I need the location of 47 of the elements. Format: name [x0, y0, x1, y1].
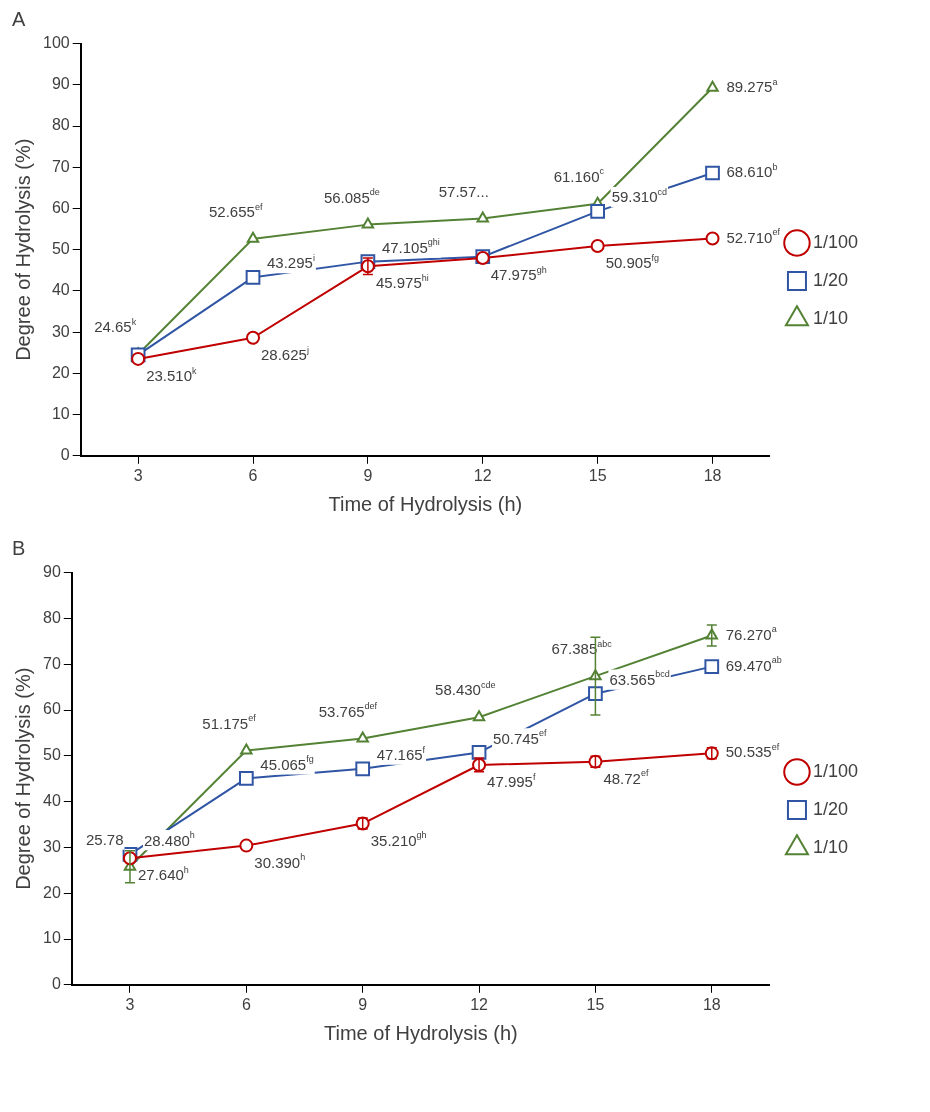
y-tick-label: 50 — [43, 746, 61, 764]
legend-label: 1/10 — [812, 836, 848, 857]
chart-title: A — [12, 8, 27, 31]
legend-label: 1/100 — [812, 760, 858, 781]
legend-label: 1/20 — [812, 269, 848, 290]
y-tick-label: 10 — [43, 929, 61, 947]
x-axis-title: Time of Hydrolysis (h) — [324, 1021, 518, 1044]
y-tick-label: 60 — [43, 700, 61, 718]
y-tick-label: 80 — [51, 116, 70, 134]
x-tick-label: 18 — [702, 995, 721, 1013]
x-tick-label: 9 — [363, 466, 373, 484]
y-tick-label: 0 — [60, 446, 70, 464]
x-tick-label: 3 — [125, 995, 135, 1013]
y-tick-label: 40 — [51, 281, 70, 299]
legend-label: 1/100 — [812, 231, 858, 252]
chart-title: B — [12, 537, 27, 560]
legend-label: 1/10 — [812, 307, 848, 328]
x-tick-label: 18 — [703, 466, 722, 484]
x-tick-label: 15 — [586, 995, 605, 1013]
y-tick-label: 70 — [51, 157, 70, 175]
x-axis-title: Time of Hydrolysis (h) — [328, 492, 523, 515]
y-tick-label: 100 — [42, 34, 70, 52]
y-tick-label: 10 — [51, 404, 70, 422]
y-tick-label: 90 — [43, 563, 61, 581]
y-axis-title: Degree of Hydrolysis (%) — [11, 667, 34, 890]
y-axis-title: Degree of Hydrolysis (%) — [11, 138, 34, 361]
y-tick-label: 20 — [43, 883, 61, 901]
x-tick-label: 9 — [358, 995, 368, 1013]
x-tick-label: 6 — [248, 466, 258, 484]
y-tick-label: 20 — [51, 363, 70, 381]
x-tick-label: 6 — [241, 995, 251, 1013]
x-tick-label: 12 — [473, 466, 492, 484]
y-tick-label: 50 — [51, 240, 70, 258]
y-tick-label: 30 — [51, 322, 70, 340]
x-tick-label: 15 — [588, 466, 607, 484]
y-tick-label: 30 — [43, 837, 61, 855]
x-tick-label: 3 — [133, 466, 143, 484]
data-label: 25.78 — [85, 830, 124, 848]
y-tick-label: 90 — [51, 75, 70, 93]
data-label: 57.57... — [438, 182, 489, 200]
legend-label: 1/20 — [812, 798, 848, 819]
y-tick-label: 70 — [43, 654, 61, 672]
y-tick-label: 40 — [43, 792, 61, 810]
y-tick-label: 80 — [43, 608, 61, 626]
y-tick-label: 60 — [51, 198, 70, 216]
y-tick-label: 0 — [51, 975, 61, 993]
x-tick-label: 12 — [470, 995, 489, 1013]
